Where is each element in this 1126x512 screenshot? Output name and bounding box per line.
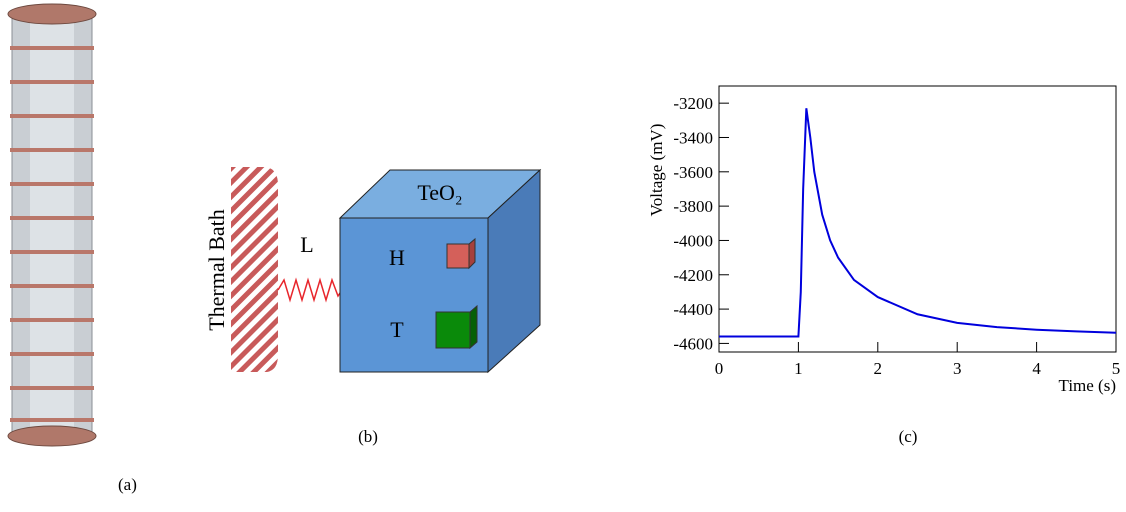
heater-label: H (389, 245, 405, 270)
thermal-model (231, 167, 542, 374)
y-tick-label: -3600 (673, 163, 713, 182)
x-tick-label: 3 (953, 359, 962, 378)
series-line (719, 108, 1117, 338)
y-tick-label: -3400 (673, 128, 713, 147)
panel-label: (a) (118, 475, 137, 494)
x-tick-label: 5 (1112, 359, 1121, 378)
cube-front (339, 217, 489, 373)
y-axis-label: Voltage (mV) (647, 124, 666, 217)
thermistor-label: T (390, 317, 404, 342)
x-axis-label: Time (s) (1059, 376, 1116, 395)
crystal-label: TeO₂ (417, 180, 462, 205)
y-tick-label: -3800 (673, 197, 713, 216)
thermistor (435, 311, 471, 349)
panel-label: (b) (358, 427, 378, 446)
x-tick-label: 1 (794, 359, 803, 378)
y-tick-label: -4400 (673, 300, 713, 319)
link-label: L (300, 232, 313, 257)
panel-label: (c) (899, 427, 918, 446)
thermal-bath (231, 167, 278, 372)
detector-tower (7, 3, 97, 447)
y-tick-label: -4000 (673, 231, 713, 250)
y-tick-label: -4200 (673, 266, 713, 285)
plot-frame (718, 85, 1117, 353)
y-tick-label: -3200 (673, 94, 713, 113)
x-tick-label: 0 (715, 359, 724, 378)
thermal-link (277, 277, 343, 303)
heater (446, 243, 470, 269)
x-tick-label: 2 (874, 359, 883, 378)
x-tick-label: 4 (1032, 359, 1041, 378)
y-tick-label: -4600 (673, 334, 713, 353)
bath-label: Thermal Bath (204, 209, 229, 331)
